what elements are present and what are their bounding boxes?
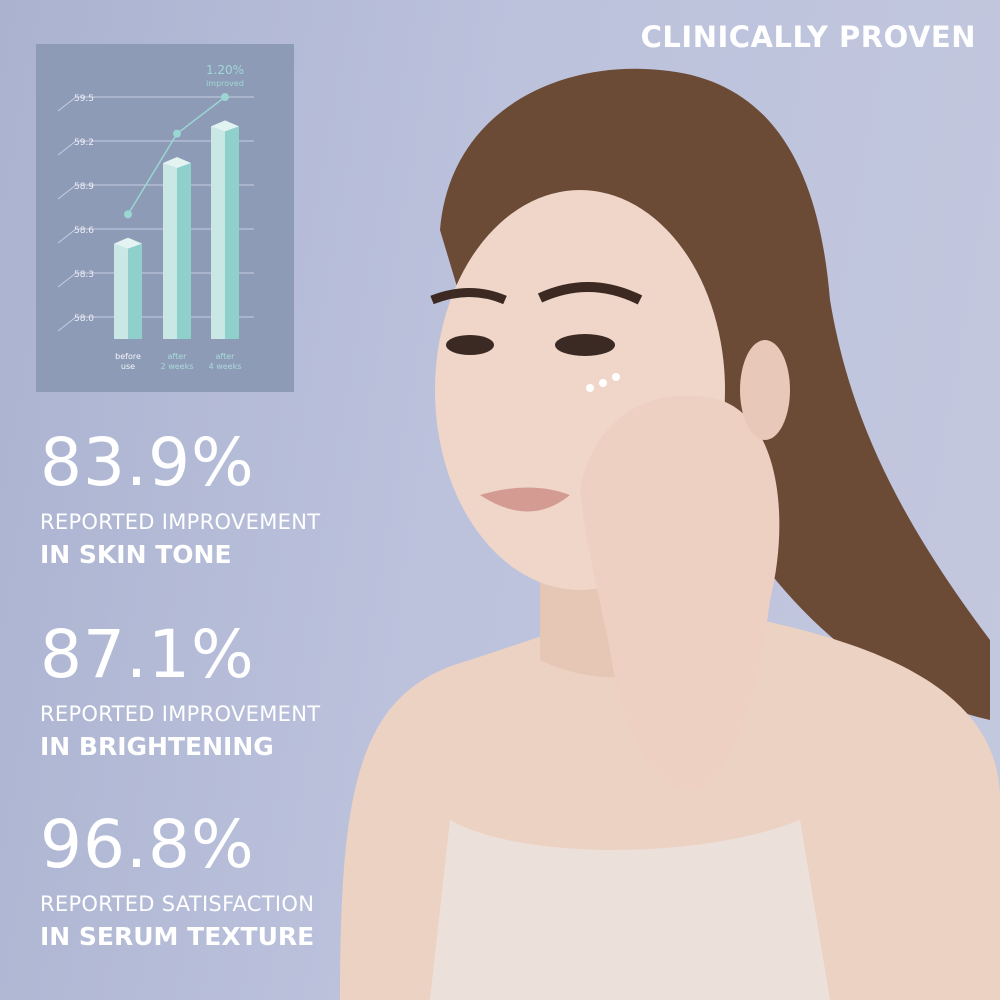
eyebrow-right xyxy=(537,282,643,305)
gridline xyxy=(57,228,254,244)
ear xyxy=(740,340,790,440)
annotation-value: 1.20% xyxy=(206,63,244,77)
x-tick-label: after xyxy=(216,352,236,361)
serum-dot xyxy=(599,379,607,387)
trend-point xyxy=(124,210,132,219)
gridline xyxy=(57,140,254,156)
trend-point xyxy=(221,93,229,101)
stat-value: 83.9% xyxy=(40,424,255,501)
x-tick-label: 4 weeks xyxy=(209,362,242,371)
stat-value: 87.1% xyxy=(40,616,255,693)
hand xyxy=(580,395,780,791)
annotation-label: improved xyxy=(206,79,244,88)
eye-left xyxy=(446,335,494,355)
bar-side xyxy=(225,126,239,339)
y-tick-label: 58.9 xyxy=(74,182,94,192)
bar-top xyxy=(163,157,191,168)
bar xyxy=(211,126,225,339)
stat-label: REPORTED IMPROVEMENT xyxy=(40,510,321,534)
bar-top xyxy=(211,120,239,132)
trend-point xyxy=(173,129,181,138)
stat-label: REPORTED IMPROVEMENT xyxy=(40,702,321,726)
x-tick-label: after xyxy=(168,352,188,361)
serum-dot xyxy=(612,373,620,381)
bar xyxy=(163,163,177,339)
stat-value: 96.8% xyxy=(40,806,255,883)
y-tick-label: 58.0 xyxy=(74,314,94,324)
headline: CLINICALLY PROVEN xyxy=(640,20,976,54)
x-tick-label: before xyxy=(115,352,141,361)
stat-subject: IN SKIN TONE xyxy=(40,540,232,569)
lips xyxy=(480,487,570,512)
x-tick-label: 2 weeks xyxy=(161,362,194,371)
y-tick-label: 59.2 xyxy=(74,138,94,148)
y-tick-label: 58.6 xyxy=(74,226,94,236)
bar-chart: 58.058.358.658.959.259.5beforeuseafter2 … xyxy=(57,63,254,371)
gridline xyxy=(57,96,254,112)
stat-brightening: 87.1% REPORTED IMPROVEMENT IN BRIGHTENIN… xyxy=(40,616,321,762)
gridline xyxy=(57,316,254,332)
stat-label: REPORTED SATISFACTION xyxy=(40,892,315,916)
bar-side xyxy=(128,243,142,339)
bar-top xyxy=(114,237,142,249)
bar xyxy=(114,243,128,339)
y-tick-label: 58.3 xyxy=(74,270,94,280)
gridline xyxy=(57,272,254,288)
stat-subject: IN BRIGHTENING xyxy=(40,732,274,761)
eye-right xyxy=(555,334,615,356)
y-tick-label: 59.5 xyxy=(74,94,94,104)
eyebrow-left xyxy=(430,288,507,305)
gridline xyxy=(57,184,254,200)
x-tick-label: use xyxy=(121,362,135,371)
bar-side xyxy=(177,163,191,339)
camisole xyxy=(430,820,830,1000)
stat-texture: 96.8% REPORTED SATISFACTION IN SERUM TEX… xyxy=(40,806,315,952)
stat-subject: IN SERUM TEXTURE xyxy=(40,922,315,951)
chart-panel: 58.0 58.3 58.6 58.9 59.2 59.5 before use after 2 … xyxy=(36,44,294,392)
stat-skin-tone: 83.9% REPORTED IMPROVEMENT IN SKIN TONE xyxy=(40,424,321,570)
serum-dot xyxy=(586,384,594,392)
